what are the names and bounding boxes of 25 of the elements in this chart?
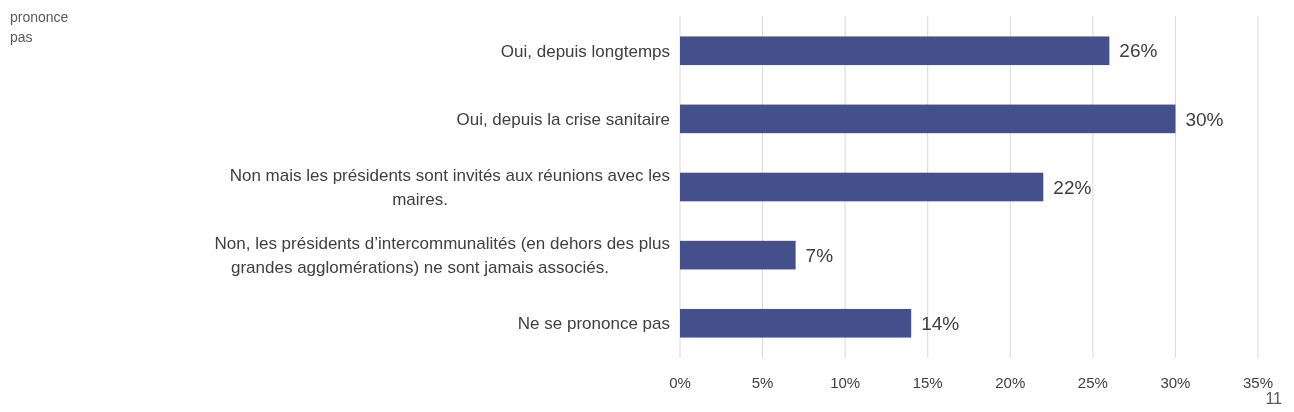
x-tick-label: 35%	[1242, 374, 1274, 391]
bar	[680, 172, 1044, 202]
text: 11	[1265, 390, 1283, 407]
x-tick-label: 25%	[1077, 374, 1108, 391]
y-tick-label: Oui, depuis la crise sanitaire	[456, 109, 670, 129]
y-tick-label: Non, les présidents d’intercommunalités (en dehors des plus grandes agglomérations) ne sont jamais associés.	[214, 234, 670, 278]
y-tick-label: Ne se prononce pas	[517, 314, 670, 334]
x-tick-label: 5%	[751, 374, 774, 391]
text: prononce pas	[10, 9, 69, 45]
data-label: 22%	[1053, 176, 1092, 198]
data-label: 26%	[1119, 40, 1158, 62]
x-tick-label: 20%	[995, 374, 1026, 391]
bar	[680, 240, 796, 270]
data-label: 30%	[1185, 108, 1224, 130]
bar	[680, 36, 1110, 66]
bar	[680, 308, 912, 338]
data-label: 14%	[921, 312, 960, 334]
y-tick-label: Oui, depuis longtemps	[500, 41, 670, 61]
data-label: 7%	[805, 244, 834, 266]
x-tick-label: 0%	[669, 374, 691, 391]
y-tick-label: Non mais les présidents sont invités aux réunions avec les maires.	[229, 165, 670, 209]
x-tick-label: 10%	[830, 374, 861, 391]
bar	[680, 104, 1176, 134]
x-tick-label: 15%	[912, 374, 943, 391]
x-tick-label: 30%	[1160, 374, 1191, 391]
